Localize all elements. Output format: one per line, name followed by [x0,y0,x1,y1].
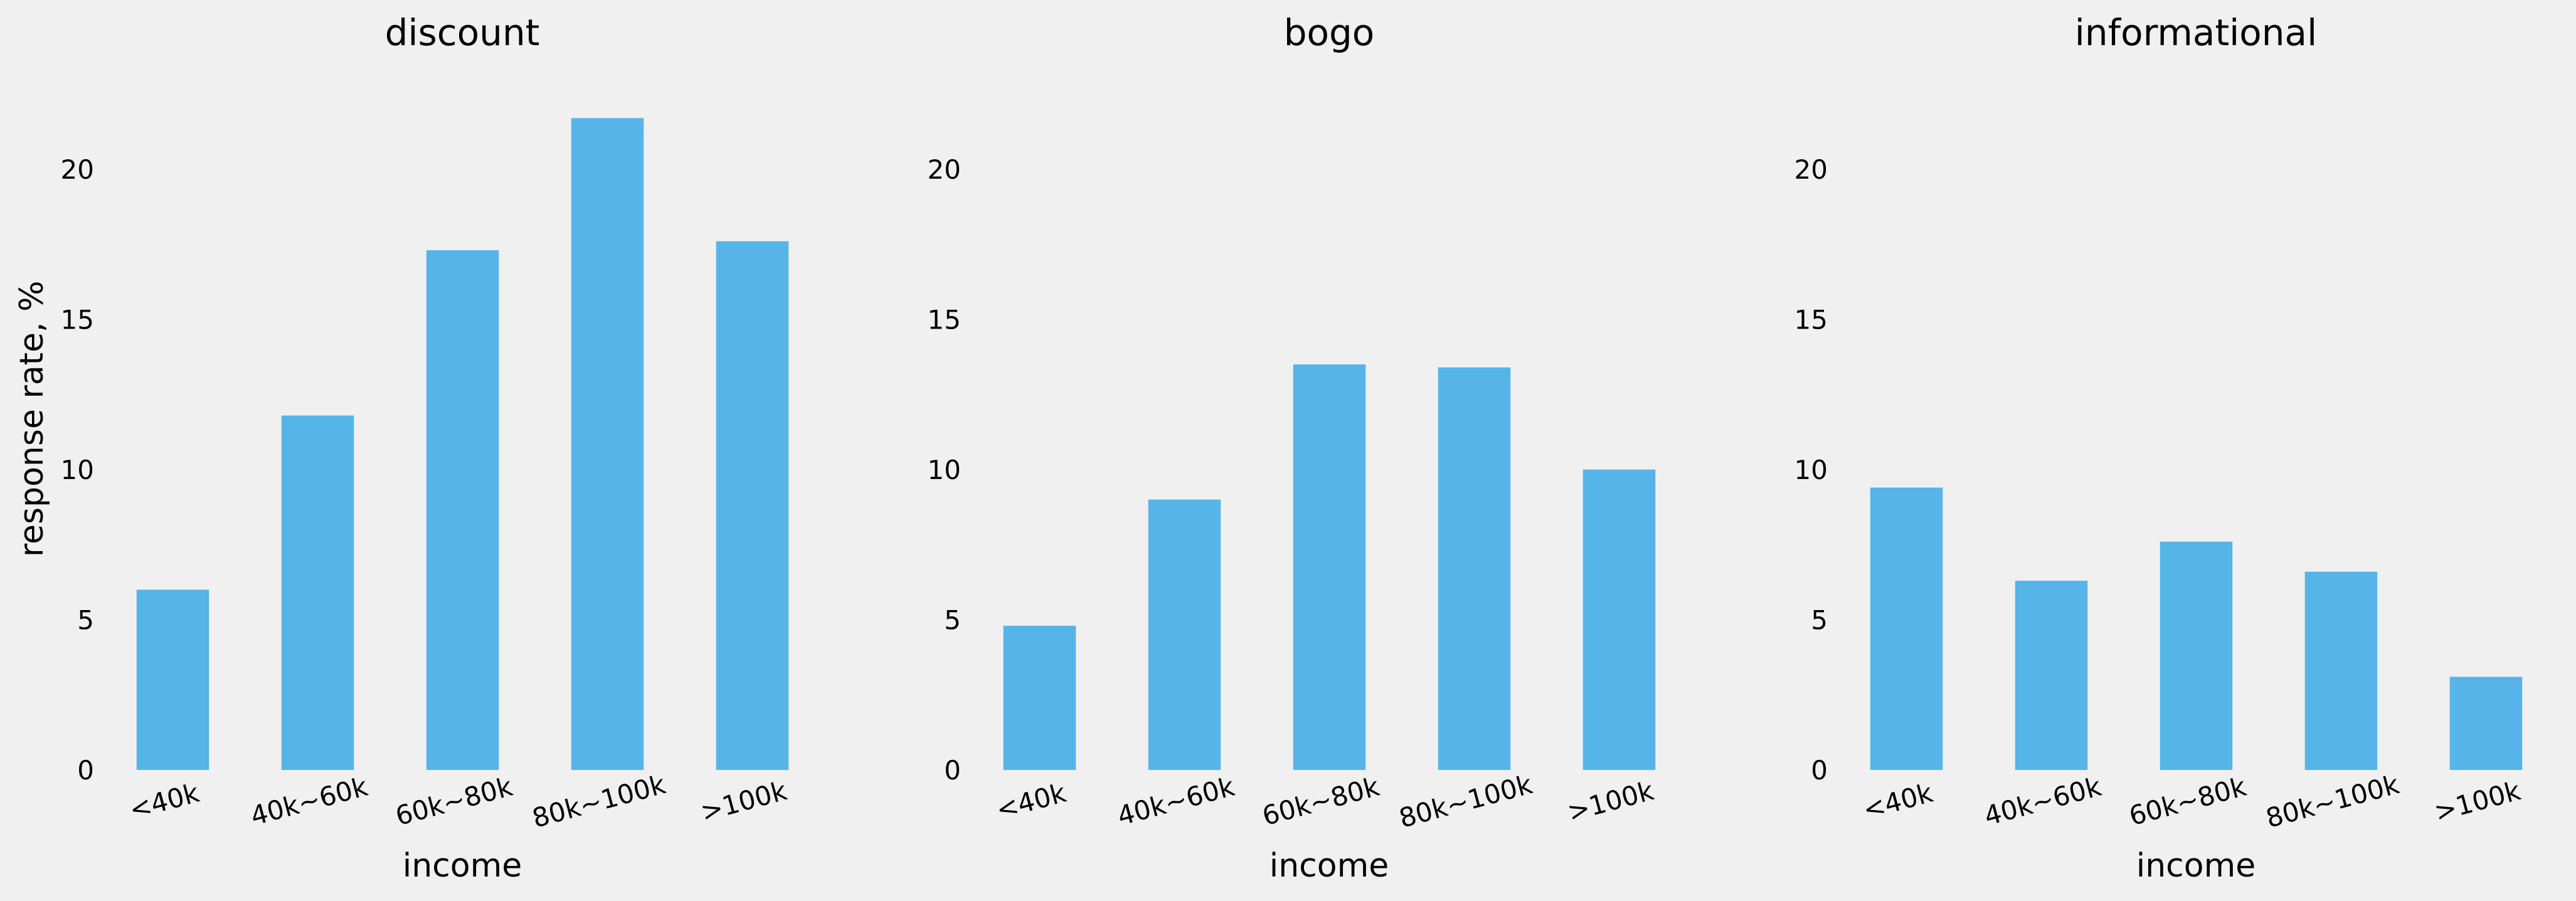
x-axis-label: income [2136,847,2255,885]
panel-discount: discount response rate, % income 0 5 10 15 2… [13,11,790,885]
y-axis-label: response rate, % [13,281,51,557]
bar-40k~60k [1148,499,1221,770]
y-tick-label: 10 [928,455,961,485]
chart-title: informational [2075,11,2317,54]
y-tick-label: 5 [1811,604,1828,635]
y-tick-label: 0 [77,755,94,786]
y-tick-label: 15 [1794,304,1828,335]
x-axis-label: income [403,847,522,885]
y-tick-label: 5 [77,604,94,635]
y-tick-label: 0 [1811,755,1828,786]
y-tick-label: 5 [944,604,961,635]
bar->100k [2449,677,2523,770]
chart-title: discount [385,11,540,54]
chart-title: bogo [1284,11,1375,54]
y-tick-label: 15 [928,304,961,335]
bar-80k~100k [1438,367,1511,770]
y-tick-labels: 0 5 10 15 20 [1794,154,1828,786]
x-axis-label: income [1269,847,1389,885]
bar-40k~60k [281,415,354,770]
bar->100k [1582,469,1656,770]
y-tick-label: 20 [928,154,961,185]
y-tick-label: 20 [1794,154,1828,185]
bars [136,118,789,771]
y-tick-label: 0 [944,755,961,786]
y-tick-labels: 0 5 10 15 20 [928,154,961,786]
bar->100k [716,241,789,771]
y-tick-label: 20 [61,154,94,185]
bar-80k~100k [2304,571,2378,770]
bar-<40k [1870,487,1943,770]
bar-40k~60k [2015,581,2088,770]
bar-<40k [136,589,209,770]
bars [1870,487,2523,770]
bar-60k~80k [1293,364,1366,770]
bar-60k~80k [2160,541,2233,770]
y-tick-label: 15 [61,304,94,335]
y-tick-label: 10 [61,455,94,485]
bar-<40k [1003,626,1076,770]
bars [1003,364,1656,770]
bar-60k~80k [426,250,499,770]
y-tick-labels: 0 5 10 15 20 [61,154,94,786]
bar-80k~100k [571,118,644,771]
y-tick-label: 10 [1794,455,1828,485]
